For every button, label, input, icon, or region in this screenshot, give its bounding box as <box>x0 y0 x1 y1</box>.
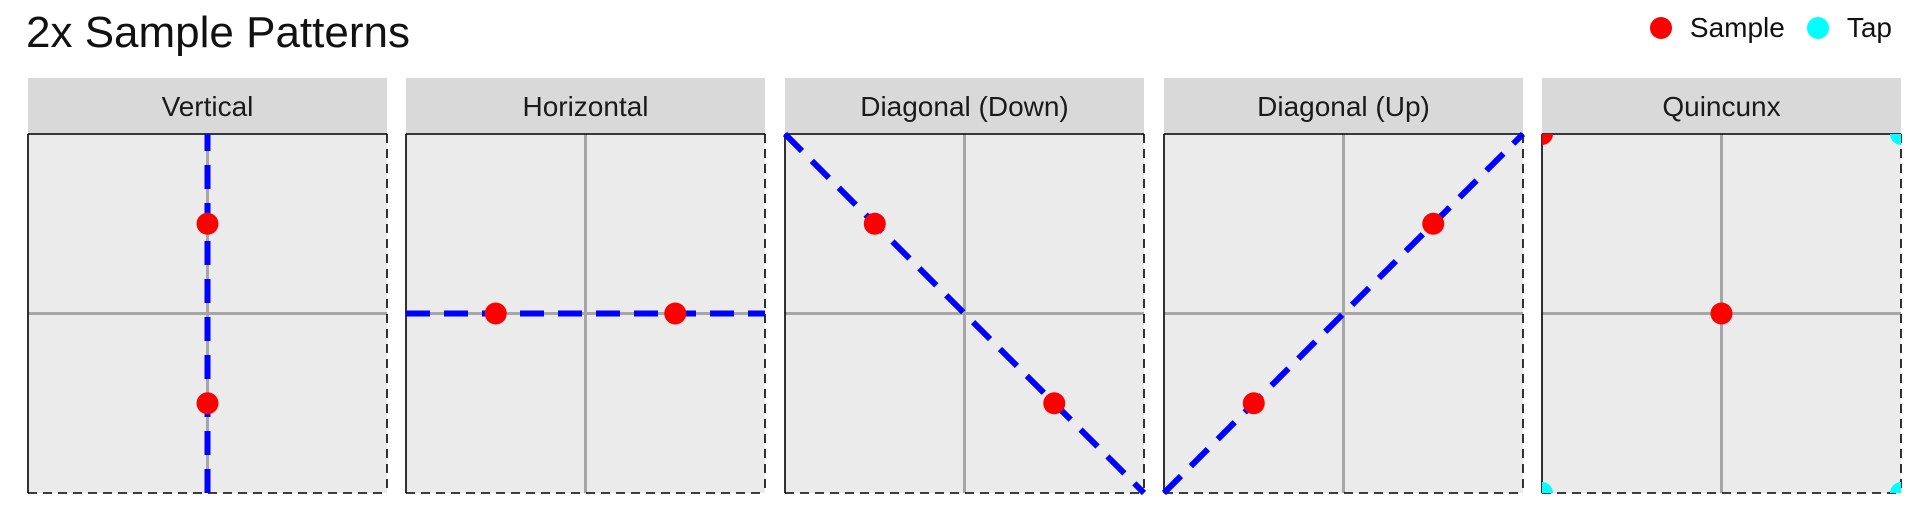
facet-label-quincunx: Quincunx <box>1662 91 1780 122</box>
facet-label-horizontal: Horizontal <box>522 91 648 122</box>
facet-strip-vertical <box>28 78 387 134</box>
facet-label-diagonal-down: Diagonal (Down) <box>860 91 1069 122</box>
tap-point-quincunx-1 <box>1542 482 1553 493</box>
tap-point-quincunx-0 <box>1890 134 1901 145</box>
facet-strip-quincunx <box>1542 78 1901 134</box>
legend: Sample Tap <box>1628 12 1892 44</box>
tap-point-quincunx-2 <box>1890 482 1901 493</box>
legend-item-sample: Sample <box>1649 12 1785 44</box>
legend-label-sample: Sample <box>1689 12 1785 43</box>
sample-point-diagonal-down-1 <box>1043 392 1066 415</box>
sample-point-horizontal-0 <box>484 302 507 325</box>
sample-point-vertical-0 <box>196 212 219 235</box>
facet-strip-diagonal-down <box>785 78 1144 134</box>
sample-point-diagonal-up-0 <box>1242 392 1265 415</box>
chart-title: 2x Sample Patterns <box>26 8 410 57</box>
legend-swatch-sample <box>1649 17 1672 39</box>
sample-point-quincunx-0 <box>1710 302 1733 325</box>
sample-point-diagonal-down-0 <box>863 212 886 235</box>
facet-strip-horizontal <box>406 78 765 134</box>
legend-item-tap: Tap <box>1806 12 1892 44</box>
legend-swatch-tap <box>1806 17 1829 39</box>
guide-line-diagonal-up <box>1161 131 1526 496</box>
facet-label-diagonal-up: Diagonal (Up) <box>1257 91 1430 122</box>
sample-point-quincunx-1 <box>1542 134 1553 145</box>
facet-strip-diagonal-up <box>1164 78 1523 134</box>
sample-point-diagonal-up-1 <box>1422 212 1445 235</box>
sample-point-vertical-1 <box>196 392 219 415</box>
guide-line-diagonal-down <box>782 131 1147 496</box>
facet-label-vertical: Vertical <box>162 91 254 122</box>
legend-label-tap: Tap <box>1846 12 1892 43</box>
sample-point-horizontal-1 <box>664 302 687 325</box>
